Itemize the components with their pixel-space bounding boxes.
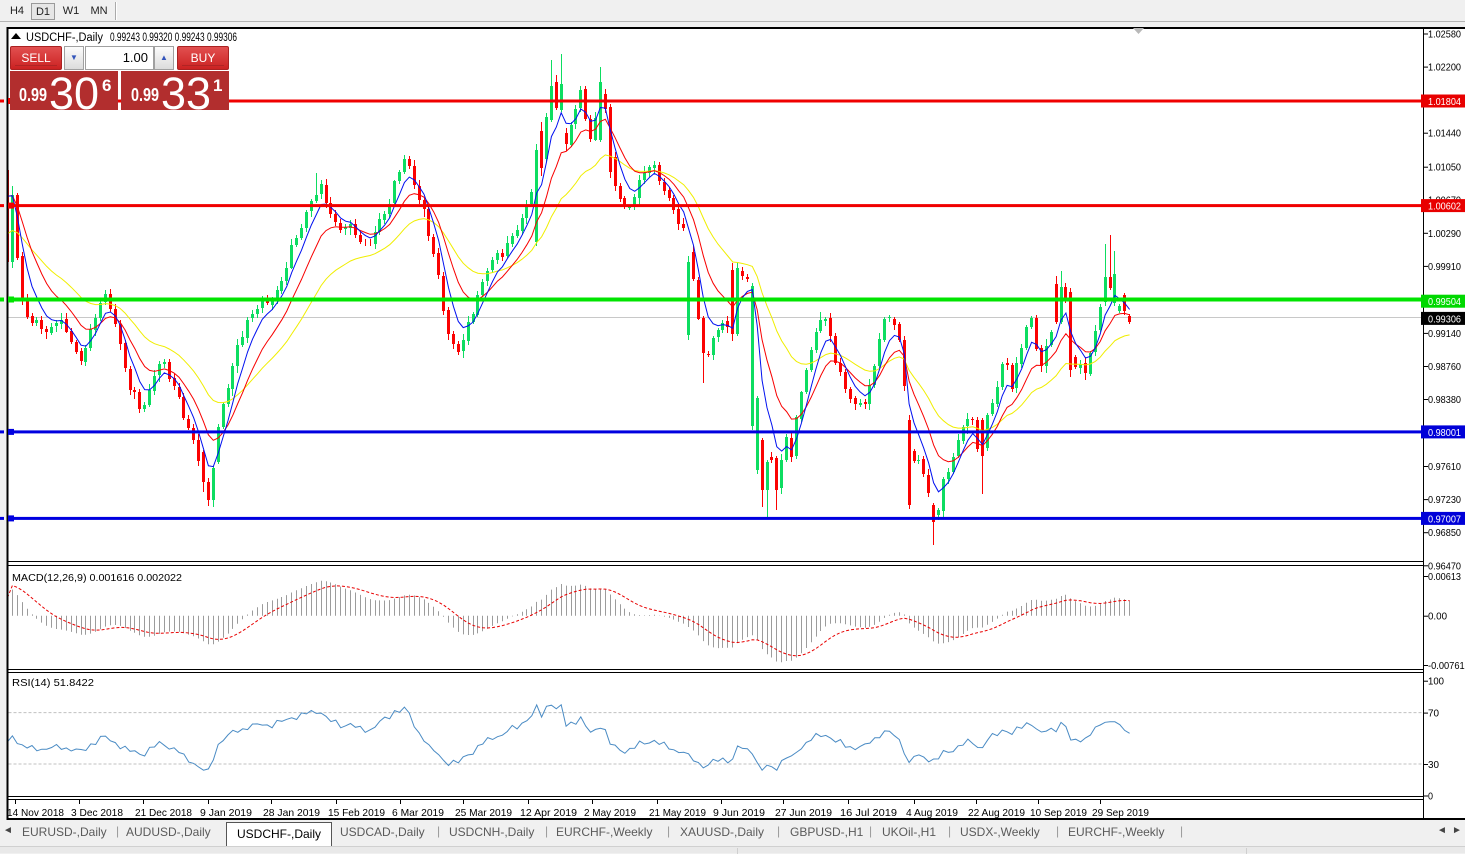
svg-text:21 Dec 2018: 21 Dec 2018 xyxy=(135,807,192,819)
svg-text:0.99306: 0.99306 xyxy=(1428,313,1461,325)
svg-text:0.99140: 0.99140 xyxy=(1428,328,1461,340)
svg-text:0.00: 0.00 xyxy=(1428,611,1447,623)
svg-text:0.97610: 0.97610 xyxy=(1428,461,1461,473)
svg-text:1.02200: 1.02200 xyxy=(1428,62,1461,74)
svg-text:1.02580: 1.02580 xyxy=(1428,29,1461,41)
svg-text:2 May 2019: 2 May 2019 xyxy=(584,807,636,819)
svg-text:14 Nov 2018: 14 Nov 2018 xyxy=(7,807,64,819)
svg-text:1.00290: 1.00290 xyxy=(1428,228,1461,240)
svg-text:4 Aug 2019: 4 Aug 2019 xyxy=(906,807,958,819)
svg-text:100: 100 xyxy=(1428,676,1444,688)
svg-text:25 Mar 2019: 25 Mar 2019 xyxy=(455,807,512,819)
svg-text:1.00602: 1.00602 xyxy=(1428,201,1461,213)
svg-text:0.98760: 0.98760 xyxy=(1428,361,1461,373)
svg-text:1.01440: 1.01440 xyxy=(1428,128,1461,140)
svg-text:29 Sep 2019: 29 Sep 2019 xyxy=(1092,807,1149,819)
svg-text:12 Apr 2019: 12 Apr 2019 xyxy=(520,807,577,819)
svg-text:27 Jun 2019: 27 Jun 2019 xyxy=(775,807,832,819)
svg-text:MACD(12,26,9) 0.001616 0.00202: MACD(12,26,9) 0.001616 0.002022 xyxy=(12,572,182,584)
svg-text:0: 0 xyxy=(1428,791,1433,803)
svg-text:0.99910: 0.99910 xyxy=(1428,261,1461,273)
svg-text:15 Feb 2019: 15 Feb 2019 xyxy=(328,807,385,819)
svg-text:21 May 2019: 21 May 2019 xyxy=(649,807,706,819)
svg-text:0.97230: 0.97230 xyxy=(1428,494,1461,506)
svg-text:0.00613: 0.00613 xyxy=(1428,571,1461,583)
svg-text:0.99504: 0.99504 xyxy=(1428,296,1461,308)
svg-text:70: 70 xyxy=(1428,708,1439,720)
svg-text:0.97007: 0.97007 xyxy=(1428,513,1461,525)
svg-text:22 Aug 2019: 22 Aug 2019 xyxy=(968,807,1025,819)
svg-text:16 Jul 2019: 16 Jul 2019 xyxy=(840,807,897,819)
svg-text:9 Jun 2019: 9 Jun 2019 xyxy=(713,807,765,819)
svg-text:RSI(14) 51.8422: RSI(14) 51.8422 xyxy=(12,677,94,689)
svg-text:10 Sep 2019: 10 Sep 2019 xyxy=(1030,807,1087,819)
svg-text:28 Jan 2019: 28 Jan 2019 xyxy=(263,807,320,819)
svg-text:0.99243 0.99320 0.99243 0.9930: 0.99243 0.99320 0.99243 0.99306 xyxy=(110,32,237,44)
svg-text:-0.0076120: -0.0076120 xyxy=(1428,660,1465,672)
svg-text:0.98380: 0.98380 xyxy=(1428,394,1461,406)
svg-text:1.01050: 1.01050 xyxy=(1428,162,1461,174)
svg-text:30: 30 xyxy=(1428,759,1439,771)
svg-text:3 Dec 2018: 3 Dec 2018 xyxy=(71,807,123,819)
svg-text:0.98001: 0.98001 xyxy=(1428,427,1461,439)
svg-text:1.01804: 1.01804 xyxy=(1428,96,1461,108)
svg-text:9 Jan 2019: 9 Jan 2019 xyxy=(200,807,252,819)
svg-text:6 Mar 2019: 6 Mar 2019 xyxy=(392,807,444,819)
svg-text:USDCHF-,Daily: USDCHF-,Daily xyxy=(26,32,103,44)
svg-text:0.96850: 0.96850 xyxy=(1428,527,1461,539)
